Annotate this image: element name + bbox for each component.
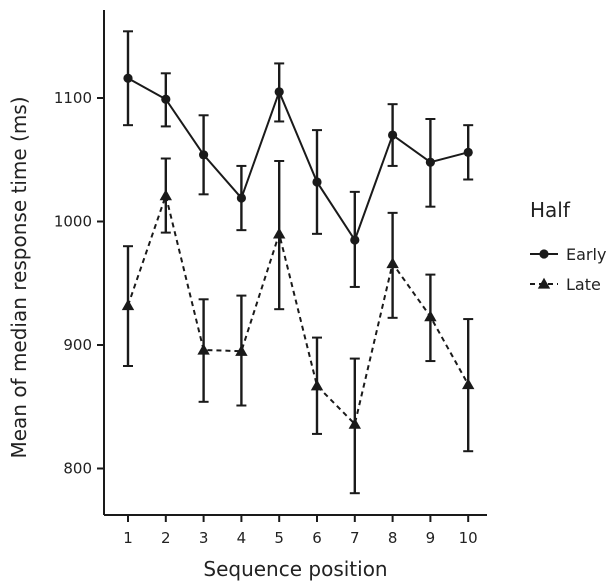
legend-label-early: Early xyxy=(566,245,606,264)
legend: Half Early Late xyxy=(530,198,606,294)
legend-item-late: Late xyxy=(530,275,601,294)
series-line-late xyxy=(127,192,470,427)
y-axis-title: Mean of median response time (ms) xyxy=(7,96,31,458)
x-axis-title: Sequence position xyxy=(203,557,387,581)
data-point-late xyxy=(235,344,248,356)
data-point-late xyxy=(273,227,286,239)
data-point-early xyxy=(463,147,473,157)
x-tick-label: 1 xyxy=(123,529,133,547)
x-tick-label: 7 xyxy=(350,529,360,547)
series-late xyxy=(121,157,475,495)
data-point-early xyxy=(312,177,322,187)
x-tick-label: 6 xyxy=(312,529,322,547)
data-point-late xyxy=(424,310,437,322)
x-tick-label: 9 xyxy=(426,529,436,547)
x-tick-label: 5 xyxy=(274,529,284,547)
data-point-early xyxy=(123,73,133,83)
legend-marker-late xyxy=(537,277,551,289)
plot-area xyxy=(121,30,475,495)
x-tick-label: 2 xyxy=(161,529,171,547)
data-point-early xyxy=(274,87,284,97)
legend-item-early: Early xyxy=(530,245,606,264)
data-point-late xyxy=(121,299,135,311)
legend-label-late: Late xyxy=(566,275,601,294)
data-point-early xyxy=(161,94,171,104)
data-point-late xyxy=(462,378,475,390)
data-point-late xyxy=(197,343,210,355)
x-tick-label: 10 xyxy=(459,529,478,547)
series-early xyxy=(123,30,474,288)
y-tick-label: 1100 xyxy=(54,89,92,107)
data-point-early xyxy=(388,130,398,140)
y-tick-label: 800 xyxy=(63,460,92,478)
x-tick-label: 3 xyxy=(199,529,209,547)
data-point-late xyxy=(386,257,399,269)
x-tick-label: 8 xyxy=(388,529,398,547)
data-point-early xyxy=(236,193,246,203)
x-tick-label: 4 xyxy=(237,529,247,547)
legend-title: Half xyxy=(530,198,571,222)
data-point-early xyxy=(425,157,435,167)
series-line-early xyxy=(127,77,469,243)
data-point-early xyxy=(199,150,209,160)
y-tick-label: 1000 xyxy=(54,213,92,231)
y-axis-ticks: 800 900 1000 1100 xyxy=(54,89,104,478)
y-tick-label: 900 xyxy=(63,336,92,354)
x-axis-ticks: 1 2 3 4 5 6 7 8 9 10 xyxy=(123,515,478,547)
legend-marker-early xyxy=(539,249,549,259)
data-point-late xyxy=(310,379,324,391)
data-point-early xyxy=(350,235,360,245)
data-point-late xyxy=(159,189,172,201)
data-point-late xyxy=(348,417,361,429)
